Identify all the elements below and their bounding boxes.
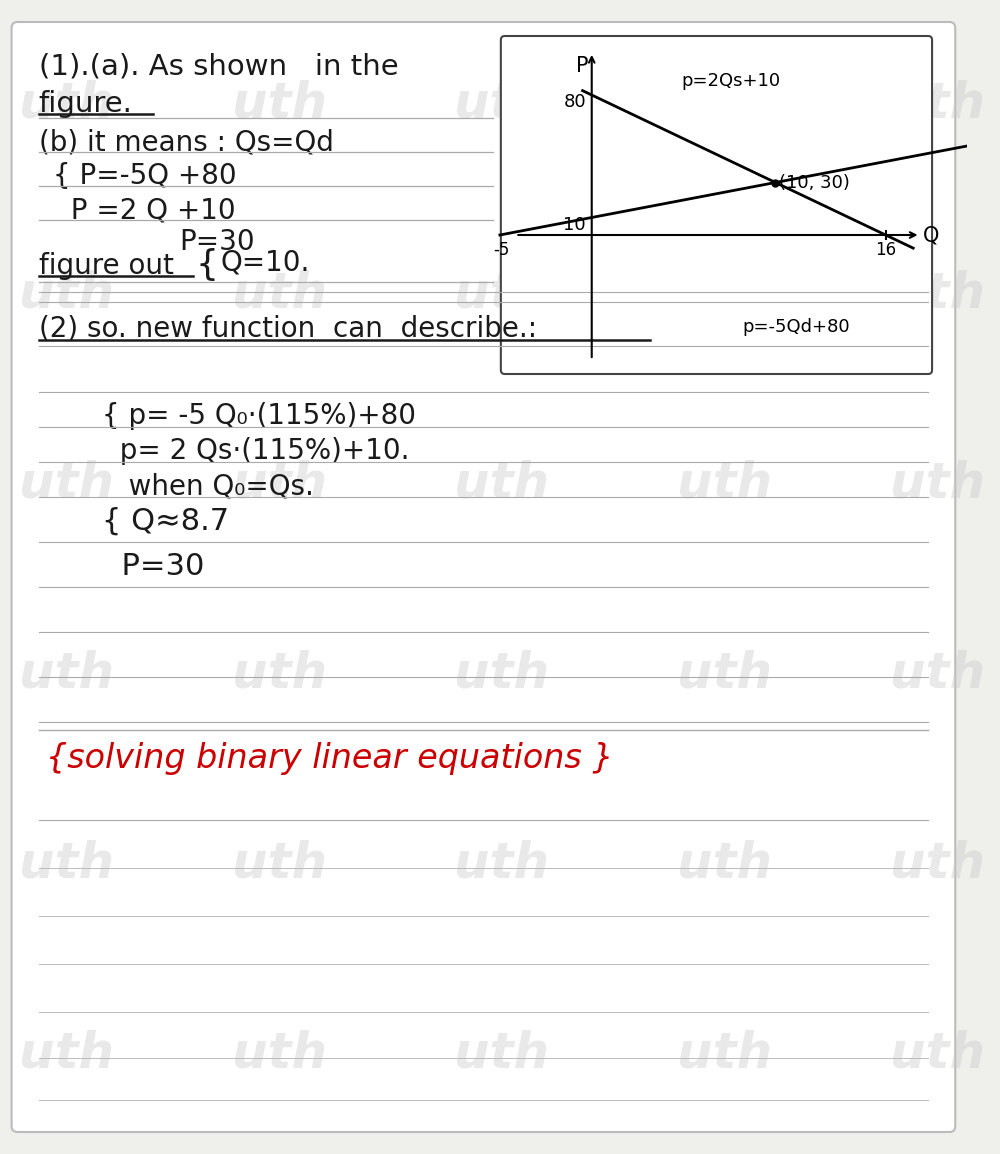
Text: uth: uth <box>232 1031 327 1078</box>
Text: { P=-5Q +80: { P=-5Q +80 <box>53 162 237 190</box>
Text: Q=10.: Q=10. <box>220 248 310 276</box>
Text: {: { <box>195 248 218 282</box>
Text: uth: uth <box>890 270 985 319</box>
Text: figure out: figure out <box>39 252 174 280</box>
Text: uth: uth <box>454 840 550 887</box>
Text: uth: uth <box>19 650 114 698</box>
Text: uth: uth <box>232 80 327 128</box>
Text: uth: uth <box>677 460 772 508</box>
Text: 10: 10 <box>563 216 586 233</box>
Text: uth: uth <box>454 80 550 128</box>
FancyBboxPatch shape <box>501 36 932 374</box>
Text: uth: uth <box>232 270 327 319</box>
Text: when Q₀=Qs.: when Q₀=Qs. <box>102 472 313 500</box>
Text: uth: uth <box>19 80 114 128</box>
Text: P=30: P=30 <box>102 552 204 580</box>
Text: Q: Q <box>923 225 940 245</box>
Text: uth: uth <box>677 270 772 319</box>
Text: p= 2 Qs·(115%)+10.: p= 2 Qs·(115%)+10. <box>102 437 409 465</box>
Text: (b) it means : Qs=Qd: (b) it means : Qs=Qd <box>39 128 334 156</box>
Text: 16: 16 <box>875 241 896 258</box>
Text: uth: uth <box>19 840 114 887</box>
FancyBboxPatch shape <box>12 22 955 1132</box>
Text: {solving binary linear equations }: {solving binary linear equations } <box>46 742 614 775</box>
Text: uth: uth <box>890 1031 985 1078</box>
Text: (2) so. new function  can  describe.:: (2) so. new function can describe.: <box>39 315 537 343</box>
Text: P=30: P=30 <box>179 228 254 256</box>
Text: uth: uth <box>232 650 327 698</box>
Text: 80: 80 <box>563 93 586 111</box>
Text: uth: uth <box>454 270 550 319</box>
Text: p=2Qs+10: p=2Qs+10 <box>682 72 781 90</box>
Text: uth: uth <box>890 460 985 508</box>
Text: uth: uth <box>890 80 985 128</box>
Text: { Q≈8.7: { Q≈8.7 <box>102 507 229 535</box>
Text: uth: uth <box>454 460 550 508</box>
Text: uth: uth <box>677 650 772 698</box>
Text: uth: uth <box>677 1031 772 1078</box>
Text: uth: uth <box>232 840 327 887</box>
Text: (10, 30): (10, 30) <box>779 174 850 193</box>
Text: uth: uth <box>232 460 327 508</box>
Text: -5: -5 <box>494 241 510 258</box>
Text: { p= -5 Q₀·(115%)+80: { p= -5 Q₀·(115%)+80 <box>102 402 416 430</box>
Text: (1).(a). As shown   in the: (1).(a). As shown in the <box>39 52 398 80</box>
Text: figure.: figure. <box>39 90 133 118</box>
Text: p=-5Qd+80: p=-5Qd+80 <box>743 319 850 336</box>
Text: P =2 Q +10: P =2 Q +10 <box>53 196 236 224</box>
Text: uth: uth <box>19 270 114 319</box>
Text: uth: uth <box>454 1031 550 1078</box>
Text: uth: uth <box>19 1031 114 1078</box>
Text: uth: uth <box>677 840 772 887</box>
Text: uth: uth <box>890 840 985 887</box>
Text: uth: uth <box>890 650 985 698</box>
Text: uth: uth <box>19 460 114 508</box>
Text: uth: uth <box>454 650 550 698</box>
Text: uth: uth <box>677 80 772 128</box>
Text: P: P <box>576 57 589 76</box>
